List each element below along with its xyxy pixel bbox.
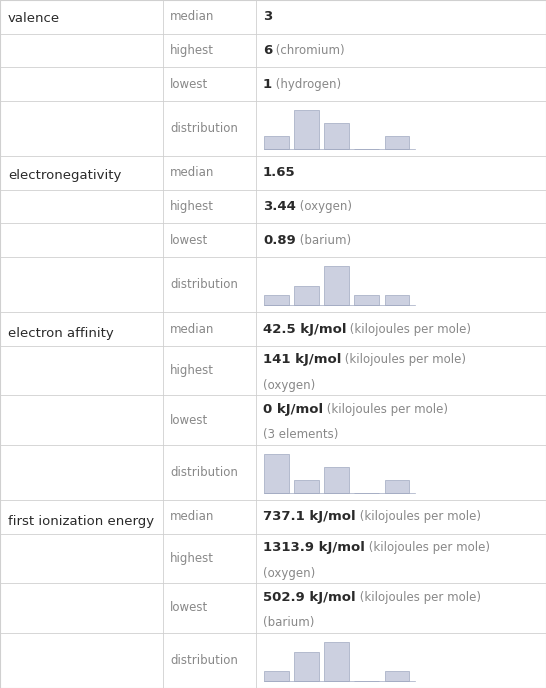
- Text: distribution: distribution: [170, 122, 238, 135]
- Text: 502.9 kJ/mol: 502.9 kJ/mol: [263, 590, 355, 603]
- Text: 6: 6: [263, 44, 272, 57]
- Text: (3 elements): (3 elements): [263, 429, 339, 442]
- Bar: [294, 286, 319, 305]
- Text: median: median: [170, 510, 215, 524]
- Text: electronegativity: electronegativity: [8, 169, 121, 182]
- Bar: [264, 671, 289, 681]
- Bar: [324, 467, 349, 493]
- Text: (oxygen): (oxygen): [263, 379, 315, 392]
- Text: distribution: distribution: [170, 278, 238, 291]
- Text: highest: highest: [170, 200, 214, 213]
- Text: (kilojoules per mole): (kilojoules per mole): [355, 510, 480, 524]
- Text: highest: highest: [170, 44, 214, 57]
- Text: lowest: lowest: [170, 234, 208, 247]
- Text: (kilojoules per mole): (kilojoules per mole): [365, 541, 490, 554]
- Text: electron affinity: electron affinity: [8, 327, 114, 341]
- Text: 1: 1: [263, 78, 272, 91]
- Bar: [264, 295, 289, 305]
- Text: (kilojoules per mole): (kilojoules per mole): [347, 323, 472, 336]
- Text: (oxygen): (oxygen): [263, 567, 315, 580]
- Bar: [294, 110, 319, 149]
- Bar: [324, 642, 349, 681]
- Text: median: median: [170, 10, 215, 23]
- Bar: [264, 454, 289, 493]
- Bar: [294, 480, 319, 493]
- Bar: [294, 652, 319, 681]
- Text: 3.44: 3.44: [263, 200, 296, 213]
- Text: (barium): (barium): [296, 234, 351, 247]
- Bar: [384, 136, 410, 149]
- Text: (kilojoules per mole): (kilojoules per mole): [341, 354, 466, 366]
- Bar: [384, 480, 410, 493]
- Bar: [384, 671, 410, 681]
- Text: 3: 3: [263, 10, 272, 23]
- Text: first ionization energy: first ionization energy: [8, 515, 154, 528]
- Bar: [264, 136, 289, 149]
- Text: (hydrogen): (hydrogen): [272, 78, 341, 91]
- Text: median: median: [170, 323, 215, 336]
- Text: lowest: lowest: [170, 413, 208, 427]
- Text: 0.89: 0.89: [263, 234, 296, 247]
- Text: 42.5 kJ/mol: 42.5 kJ/mol: [263, 323, 347, 336]
- Bar: [324, 266, 349, 305]
- Text: 1.65: 1.65: [263, 166, 295, 180]
- Text: lowest: lowest: [170, 78, 208, 91]
- Text: 0 kJ/mol: 0 kJ/mol: [263, 402, 323, 416]
- Bar: [384, 295, 410, 305]
- Text: distribution: distribution: [170, 654, 238, 667]
- Text: 1313.9 kJ/mol: 1313.9 kJ/mol: [263, 541, 365, 554]
- Bar: [354, 295, 379, 305]
- Text: highest: highest: [170, 364, 214, 377]
- Text: median: median: [170, 166, 215, 180]
- Text: (chromium): (chromium): [272, 44, 345, 57]
- Text: (barium): (barium): [263, 616, 314, 630]
- Text: valence: valence: [8, 12, 60, 25]
- Text: distribution: distribution: [170, 466, 238, 479]
- Text: highest: highest: [170, 552, 214, 565]
- Text: lowest: lowest: [170, 601, 208, 614]
- Text: (oxygen): (oxygen): [296, 200, 352, 213]
- Text: (kilojoules per mole): (kilojoules per mole): [355, 590, 480, 603]
- Bar: [324, 123, 349, 149]
- Text: 737.1 kJ/mol: 737.1 kJ/mol: [263, 510, 355, 524]
- Text: 141 kJ/mol: 141 kJ/mol: [263, 354, 341, 366]
- Text: (kilojoules per mole): (kilojoules per mole): [323, 402, 448, 416]
